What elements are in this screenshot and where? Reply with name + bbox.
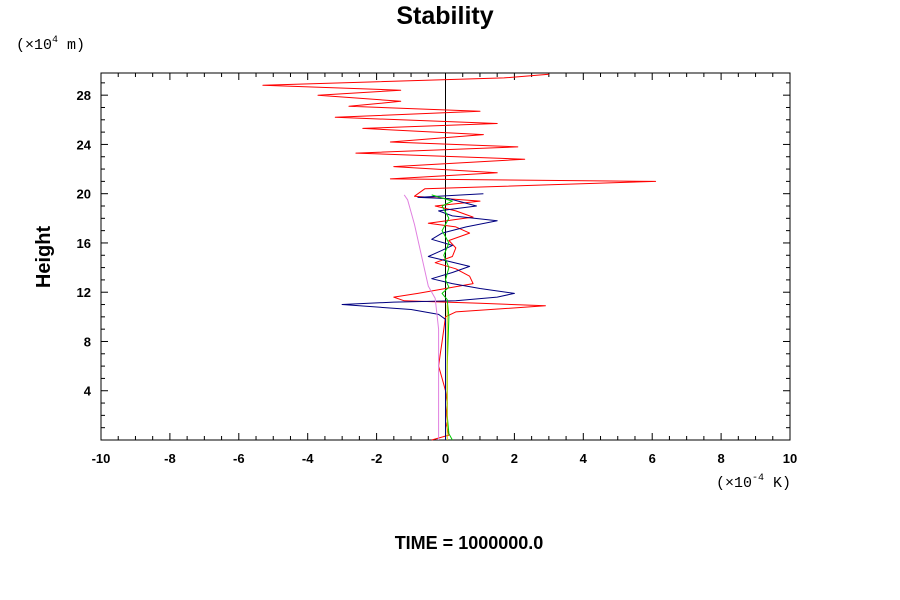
y-axis-label: Height xyxy=(33,226,55,289)
x-tick-labels: -10 -8 -6 -4 -2 0 2 4 6 8 10 xyxy=(92,451,798,466)
data-series xyxy=(262,73,657,441)
x-tick-label: -2 xyxy=(371,451,383,466)
series-line-2 xyxy=(341,193,515,440)
axis-ticks xyxy=(100,73,791,440)
x-tick-label: 4 xyxy=(580,451,588,466)
x-tick-label: 8 xyxy=(717,451,724,466)
chart-title: Stability xyxy=(396,2,493,30)
y-tick-labels: 4 8 12 16 20 24 28 xyxy=(77,88,92,399)
x-tick-label: 10 xyxy=(783,451,797,466)
x-tick-label: -6 xyxy=(233,451,245,466)
y-tick-label: 20 xyxy=(77,187,91,202)
y-tick-label: 16 xyxy=(77,236,91,251)
y-axis-unit: (×104 m) xyxy=(16,35,85,54)
y-tick-label: 4 xyxy=(84,384,92,399)
x-tick-label: -8 xyxy=(164,451,176,466)
series-line-4 xyxy=(403,194,440,440)
x-tick-label: 2 xyxy=(511,451,518,466)
y-tick-label: 12 xyxy=(77,285,91,300)
series-line-1 xyxy=(262,73,657,441)
y-tick-label: 8 xyxy=(84,334,91,349)
x-tick-label: 6 xyxy=(649,451,656,466)
time-label: TIME = 1000000.0 xyxy=(395,533,544,553)
x-axis-unit: (×10-4 K) xyxy=(716,473,791,492)
y-tick-label: 24 xyxy=(77,137,92,152)
y-tick-label: 28 xyxy=(77,88,91,103)
x-tick-label: -4 xyxy=(302,451,314,466)
x-tick-label: 0 xyxy=(442,451,449,466)
x-tick-label: -10 xyxy=(92,451,111,466)
